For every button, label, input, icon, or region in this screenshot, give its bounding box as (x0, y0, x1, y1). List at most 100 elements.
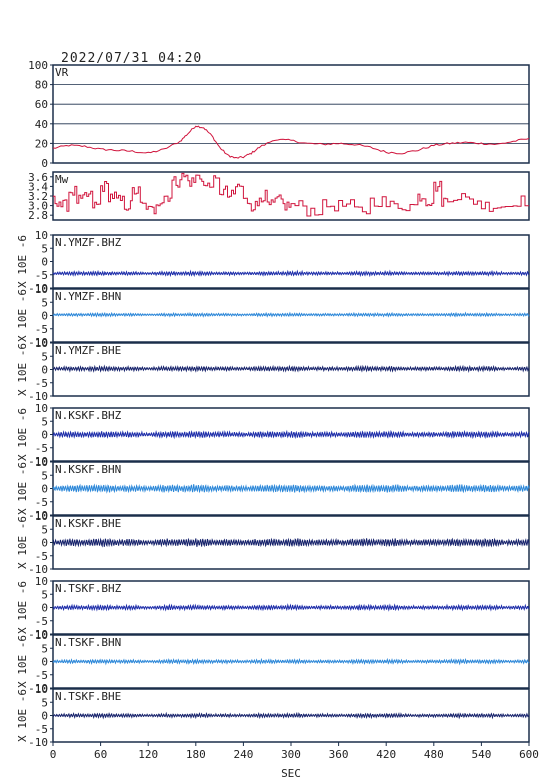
y-tick-label: -5 (35, 615, 48, 628)
y-tick-label: 0 (41, 656, 48, 669)
panel-vr: 0 20 40 60 80 100 VR (28, 59, 530, 170)
y-tick-label: 5 (41, 642, 48, 655)
y-tick-label: -10 (28, 282, 48, 295)
panel-label: N.KSKF.BHN (55, 463, 121, 476)
y-tick-label: 3.0 (28, 200, 48, 213)
panel-frame (52, 234, 530, 289)
x-tick-label: 180 (186, 748, 206, 761)
y-tick-label: -5 (35, 669, 48, 682)
x-tick-label: 0 (50, 748, 57, 761)
series-line (52, 537, 530, 548)
y-tick-label: -10 (28, 455, 48, 468)
y-axis-unit-label: X 10E -6 (16, 462, 29, 515)
panel-label: N.YMZF.BHZ (55, 236, 122, 249)
panel-label: N.YMZF.BHN (55, 290, 121, 303)
y-tick-label: -5 (35, 550, 48, 563)
panel-label: N.KSKF.BHE (55, 517, 121, 530)
series-line (52, 125, 530, 159)
panel-label: N.TSKF.BHN (55, 636, 121, 649)
series-line (52, 711, 530, 720)
y-tick-label: 3.4 (28, 180, 48, 193)
series-line (53, 172, 529, 217)
y-axis-unit-label: X 10E -6 (16, 289, 29, 342)
panel-frame (52, 64, 530, 164)
x-tick-label: 420 (376, 748, 396, 761)
y-tick-label: -10 (28, 628, 48, 641)
series-line (52, 429, 530, 440)
y-tick-label: 10 (35, 456, 48, 469)
y-axis-unit-label: X 10E -6 (16, 635, 29, 688)
y-tick-label: -10 (28, 390, 48, 403)
y-tick-label: 0 (41, 256, 48, 269)
series-line (52, 364, 530, 373)
panel-label: N.KSKF.BHZ (55, 409, 122, 422)
y-tick-label: -5 (35, 269, 48, 282)
y-axis-unit-label: X 10E -6 (16, 343, 29, 396)
y-tick-label: 0 (41, 157, 48, 170)
x-tick-label: 600 (519, 748, 539, 761)
y-tick-label: -10 (28, 736, 48, 749)
y-tick-label: 0 (41, 537, 48, 550)
figure-title: 2022/07/31 04:20 (61, 51, 202, 66)
y-tick-label: 5 (41, 469, 48, 482)
x-tick-label: 240 (233, 748, 253, 761)
x-tick-label: 60 (94, 748, 107, 761)
y-tick-label: -10 (28, 509, 48, 522)
y-tick-label: -5 (35, 323, 48, 336)
y-tick-label: 20 (35, 137, 48, 150)
series-line (52, 311, 530, 318)
y-tick-label: 10 (35, 510, 48, 523)
y-tick-label: 5 (41, 523, 48, 536)
y-tick-label: -5 (35, 496, 48, 509)
panel-label: VR (55, 66, 69, 79)
x-tick-label: 300 (281, 748, 301, 761)
y-tick-label: 5 (41, 696, 48, 709)
panel-label: N.TSKF.BHE (55, 690, 121, 703)
y-tick-label: 10 (35, 337, 48, 350)
series-line (52, 657, 530, 666)
y-tick-label: 80 (35, 79, 48, 92)
y-tick-label: 5 (41, 415, 48, 428)
x-axis-label: SEC (281, 767, 301, 780)
y-tick-label: 3.2 (28, 190, 48, 203)
y-tick-label: 0 (41, 710, 48, 723)
y-tick-label: 0 (41, 364, 48, 377)
series-line (52, 269, 530, 278)
y-tick-label: 10 (35, 402, 48, 415)
y-tick-label: 2.8 (28, 209, 48, 222)
y-tick-label: 0 (41, 483, 48, 496)
y-tick-label: 10 (35, 575, 48, 588)
panel-label: N.TSKF.BHZ (55, 582, 122, 595)
panel-label: N.YMZF.BHE (55, 344, 121, 357)
x-axis: 0 60 120 180 240 300 360 420 480 540 600 (50, 742, 539, 761)
y-axis-unit-label: X 10E -6 (16, 408, 29, 461)
series-line (52, 603, 530, 612)
y-axis-unit-label: X 10E -6 (16, 235, 29, 288)
y-tick-label: 10 (35, 629, 48, 642)
y-tick-label: 5 (41, 350, 48, 363)
y-tick-label: 10 (35, 283, 48, 296)
y-tick-label: 5 (41, 296, 48, 309)
y-tick-label: 10 (35, 683, 48, 696)
y-tick-label: 5 (41, 242, 48, 255)
y-axis-unit-label: X 10E -6 (16, 689, 29, 742)
y-tick-label: 3.6 (28, 171, 48, 184)
y-tick-label: 0 (41, 310, 48, 323)
y-tick-label: 10 (35, 229, 48, 242)
x-tick-label: 480 (424, 748, 444, 761)
y-tick-label: 0 (41, 429, 48, 442)
x-tick-label: 540 (471, 748, 491, 761)
y-tick-label: -5 (35, 442, 48, 455)
y-tick-label: 0 (41, 602, 48, 615)
y-tick-label: 40 (35, 118, 48, 131)
